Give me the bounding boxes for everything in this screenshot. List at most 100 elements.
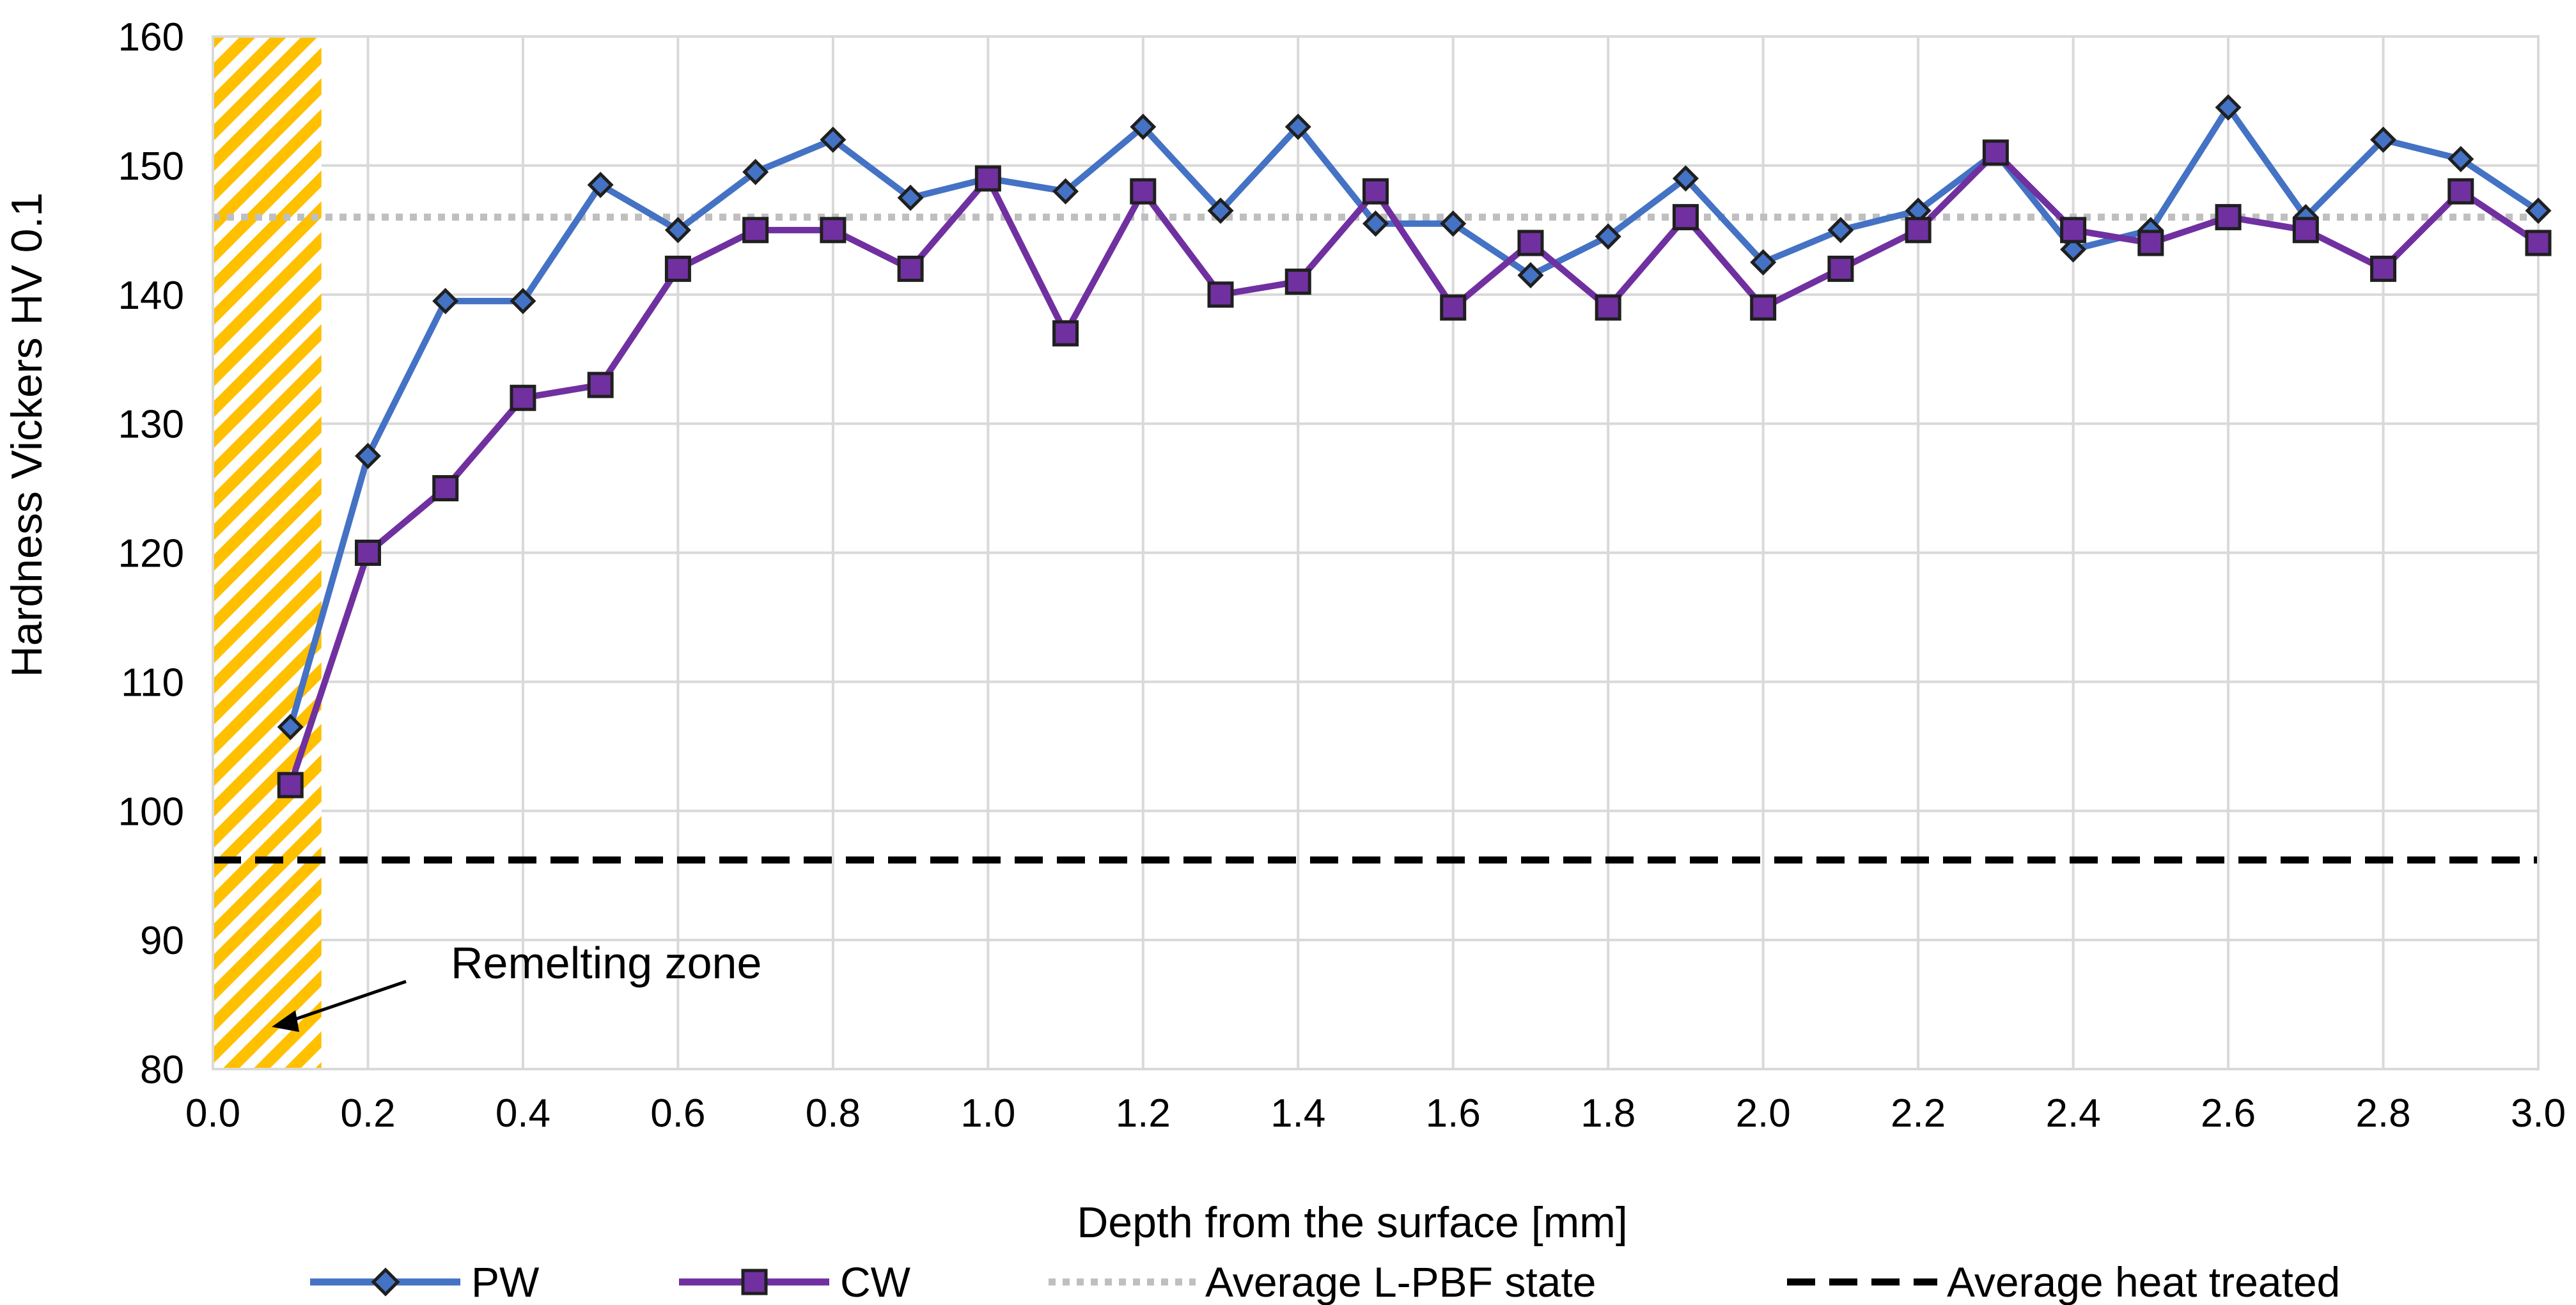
x-tick-label: 2.6 — [2201, 1091, 2256, 1136]
x-tick-label: 1.0 — [960, 1091, 1015, 1136]
x-tick-label: 0.0 — [185, 1091, 240, 1136]
data-point-pw — [2215, 94, 2242, 121]
y-tick-label: 160 — [118, 15, 184, 59]
legend-diamond-marker — [371, 1267, 400, 1297]
data-point-pw — [1750, 249, 1777, 276]
y-tick-label: 150 — [118, 145, 184, 189]
y-tick-label: 110 — [121, 660, 184, 705]
legend-label-cw: CW — [840, 1258, 911, 1305]
data-point-cw — [974, 165, 1001, 192]
data-point-cw — [1672, 204, 1699, 231]
legend-item-cw: CW — [679, 1258, 911, 1305]
data-point-pw — [1284, 113, 1311, 140]
y-tick-label: 120 — [118, 532, 184, 576]
data-point-pw — [664, 217, 691, 244]
x-tick-label: 2.0 — [1736, 1091, 1791, 1136]
data-point-pw — [2447, 146, 2474, 173]
x-axis-title: Depth from the surface [mm] — [1077, 1198, 1628, 1247]
data-point-cw — [2292, 217, 2319, 244]
plot-border — [212, 35, 2540, 1070]
data-point-cw — [587, 371, 614, 398]
data-point-pw — [1827, 217, 1854, 244]
y-tick-label: 130 — [118, 403, 184, 447]
y-tick-label: 140 — [118, 274, 184, 318]
data-point-cw — [2137, 230, 2164, 256]
legend-label-average-heat-treated: Average heat treated — [1947, 1258, 2340, 1305]
legend-label-pw: PW — [471, 1258, 540, 1305]
data-point-pw — [1130, 113, 1157, 140]
data-point-pw — [354, 442, 382, 469]
x-tick-label: 1.6 — [1426, 1091, 1481, 1136]
y-axis-title: Hardness Vickers HV 0.1 — [3, 192, 51, 677]
x-tick-label: 3.0 — [2511, 1091, 2566, 1136]
data-point-cw — [1517, 230, 1544, 256]
x-tick-label: 0.4 — [496, 1091, 550, 1136]
y-tick-label: 90 — [140, 919, 184, 963]
x-tick-label: 2.2 — [1891, 1091, 1946, 1136]
remelting-zone-label: Remelting zone — [451, 938, 761, 988]
data-point-cw — [742, 217, 769, 244]
series-cw — [277, 139, 2552, 799]
data-point-pw — [510, 288, 536, 315]
data-point-cw — [1052, 320, 1079, 347]
y-axis-ticks: 80 90 100 110 120 130 140 150 160 — [118, 15, 184, 1092]
data-point-cw — [2215, 204, 2242, 231]
legend-item-pw: PW — [310, 1258, 540, 1305]
data-point-cw — [897, 255, 924, 282]
data-point-pw — [2525, 197, 2552, 224]
y-tick-label: 80 — [140, 1048, 184, 1092]
data-point-pw — [587, 171, 614, 198]
data-point-pw — [1672, 165, 1699, 192]
x-tick-label: 0.8 — [806, 1091, 861, 1136]
data-point-cw — [1827, 255, 1854, 282]
x-tick-label: 1.2 — [1116, 1091, 1171, 1136]
data-point-pw — [277, 714, 304, 740]
data-point-cw — [354, 540, 381, 566]
data-point-cw — [1982, 139, 2009, 166]
y-tick-label: 100 — [118, 790, 184, 834]
legend: PW CW Average L-PBF state Average heat t… — [310, 1258, 2340, 1305]
legend-square-marker — [741, 1269, 768, 1295]
data-point-cw — [2370, 255, 2397, 282]
data-point-pw — [1362, 210, 1389, 237]
data-point-pw — [2060, 236, 2087, 263]
series-pw — [277, 94, 2552, 740]
data-point-pw — [1595, 223, 1621, 250]
data-point-cw — [1595, 294, 1621, 321]
x-axis-ticks: 0.0 0.2 0.4 0.6 0.8 1.0 1.2 1.4 1.6 1.8 2.0 2.2 2.4 2… — [185, 1091, 2566, 1136]
legend-item-average-lpbf: Average L-PBF state — [1049, 1258, 1596, 1305]
annotation-arrow — [287, 980, 407, 1024]
data-point-cw — [1284, 269, 1311, 295]
data-point-pw — [1517, 262, 1544, 289]
x-tick-label: 0.6 — [650, 1091, 705, 1136]
data-point-cw — [432, 475, 459, 502]
data-point-pw — [897, 184, 924, 211]
data-point-cw — [2447, 178, 2474, 205]
x-tick-label: 0.2 — [340, 1091, 395, 1136]
x-tick-label: 2.8 — [2355, 1091, 2410, 1136]
data-point-cw — [1750, 294, 1777, 321]
data-point-cw — [820, 217, 847, 244]
data-point-cw — [664, 255, 691, 282]
data-point-cw — [1905, 217, 1932, 244]
x-tick-label: 1.8 — [1581, 1091, 1635, 1136]
data-point-cw — [1207, 281, 1234, 308]
data-point-cw — [1362, 178, 1389, 205]
reference-lines — [213, 214, 2538, 864]
annotation-arrowhead — [272, 1010, 299, 1032]
legend-item-average-heat-treated: Average heat treated — [1787, 1258, 2340, 1305]
data-point-cw — [1440, 294, 1467, 321]
data-series — [277, 94, 2552, 799]
plot-area-border — [212, 35, 2540, 1070]
series-line-cw — [287, 149, 2540, 786]
data-point-cw — [510, 384, 536, 411]
data-point-pw — [2369, 126, 2397, 153]
data-point-pw — [1440, 210, 1467, 237]
series-line-pw — [287, 104, 2540, 728]
x-tick-label: 2.4 — [2045, 1091, 2100, 1136]
data-point-pw — [432, 288, 459, 315]
legend-label-average-lpbf: Average L-PBF state — [1205, 1258, 1596, 1305]
data-point-cw — [2060, 217, 2087, 244]
data-point-pw — [820, 126, 847, 153]
